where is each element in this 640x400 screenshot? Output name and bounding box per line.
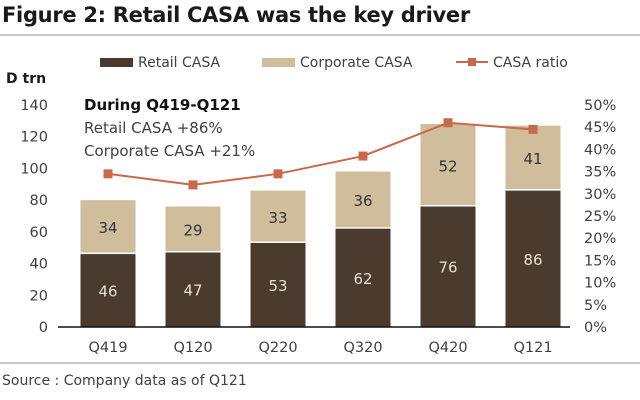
legend-label: CASA ratio [493, 55, 568, 71]
annotation-box: During Q419-Q121 Retail CASA +86% Corpor… [84, 96, 255, 160]
bar-retail-casa [250, 242, 306, 327]
data-label-retail: 46 [98, 283, 117, 301]
bar-corporate-casa [505, 125, 561, 190]
bar-corporate-casa [250, 190, 306, 242]
y-tick-label: 80 [30, 193, 48, 209]
casa-ratio-marker [273, 169, 283, 179]
bar-corporate-casa [335, 171, 391, 228]
legend: Retail CASA Corporate CASA CASA ratio [100, 55, 568, 71]
x-tick-label: Q121 [513, 340, 552, 356]
y2-tick-label: 0% [584, 320, 607, 336]
data-label-corporate: 34 [98, 219, 117, 237]
y-tick-label: 0 [39, 320, 48, 336]
casa-ratio-marker [358, 151, 368, 161]
casa-ratio-marker [103, 169, 113, 179]
right-axis: 0% 5% 10% 15% 20% 25% 30% 35% 40% 45% 50% [584, 98, 616, 336]
data-label-retail: 86 [523, 251, 542, 269]
x-axis: Q419 Q120 Q220 Q320 Q420 Q121 [88, 340, 552, 356]
data-label-corporate: 29 [183, 221, 202, 239]
source-note: Source : Company data as of Q121 [2, 373, 247, 389]
legend-swatch-corporate-casa [262, 58, 295, 67]
bars: 46 34 47 29 53 33 62 36 76 52 86 41 [80, 124, 561, 327]
x-tick-label: Q120 [173, 340, 212, 356]
y2-tick-label: 45% [584, 120, 616, 136]
data-label-retail: 62 [353, 270, 372, 288]
y2-tick-label: 10% [584, 276, 616, 292]
legend-marker-casa-ratio [468, 58, 476, 66]
bar-retail-casa [335, 228, 391, 327]
data-label-retail: 76 [438, 259, 457, 277]
casa-chart: Retail CASA Corporate CASA CASA ratio D tr… [6, 55, 616, 356]
y2-tick-label: 5% [584, 298, 607, 314]
bar-corporate-casa [420, 124, 476, 205]
x-tick-label: Q419 [88, 340, 127, 356]
annotation-heading: During Q419-Q121 [84, 96, 241, 114]
annotation-line: Corporate CASA +21% [84, 142, 255, 160]
bar-retail-casa [505, 190, 561, 327]
legend-label: Corporate CASA [300, 55, 413, 71]
legend-label: Retail CASA [138, 55, 221, 71]
x-tick-label: Q320 [343, 340, 382, 356]
y2-tick-label: 25% [584, 209, 616, 225]
data-label-corporate: 36 [353, 192, 372, 210]
left-axis: 0 20 40 60 80 100 120 140 [20, 98, 48, 336]
bar-retail-casa [165, 252, 221, 327]
data-label-retail: 47 [183, 282, 202, 300]
y2-tick-label: 15% [584, 253, 616, 269]
figure-title: Figure 2: Retail CASA was the key driver [2, 3, 470, 27]
legend-swatch-retail-casa [100, 58, 133, 67]
casa-ratio-line [103, 118, 538, 190]
x-tick-label: Q220 [258, 340, 297, 356]
y2-tick-label: 50% [584, 98, 616, 114]
footer-divider [0, 362, 640, 364]
y2-tick-label: 35% [584, 165, 616, 181]
casa-ratio-marker [443, 118, 453, 128]
bar-corporate-casa [80, 200, 136, 253]
y-tick-label: 120 [20, 130, 48, 146]
y2-tick-label: 40% [584, 142, 616, 158]
data-label-corporate: 52 [438, 157, 457, 175]
bar-retail-casa [420, 206, 476, 327]
y-tick-label: 100 [20, 161, 48, 177]
x-tick-label: Q420 [428, 340, 467, 356]
data-label-corporate: 33 [268, 209, 287, 227]
y2-tick-label: 20% [584, 231, 616, 247]
y-tick-label: 140 [20, 98, 48, 114]
y-tick-label: 40 [30, 257, 48, 273]
casa-ratio-path [107, 121, 534, 186]
y-tick-label: 60 [30, 225, 48, 241]
y-tick-label: 20 [30, 288, 48, 304]
y-axis-unit-label: D trn [6, 71, 46, 87]
data-label-corporate: 41 [523, 150, 542, 168]
data-label-retail: 53 [268, 277, 287, 295]
title-divider [0, 34, 640, 36]
bar-corporate-casa [165, 206, 221, 251]
casa-ratio-marker [188, 180, 198, 190]
annotation-line: Retail CASA +86% [84, 119, 223, 137]
y2-tick-label: 30% [584, 187, 616, 203]
bar-retail-casa [80, 254, 136, 327]
casa-ratio-marker [528, 124, 538, 134]
